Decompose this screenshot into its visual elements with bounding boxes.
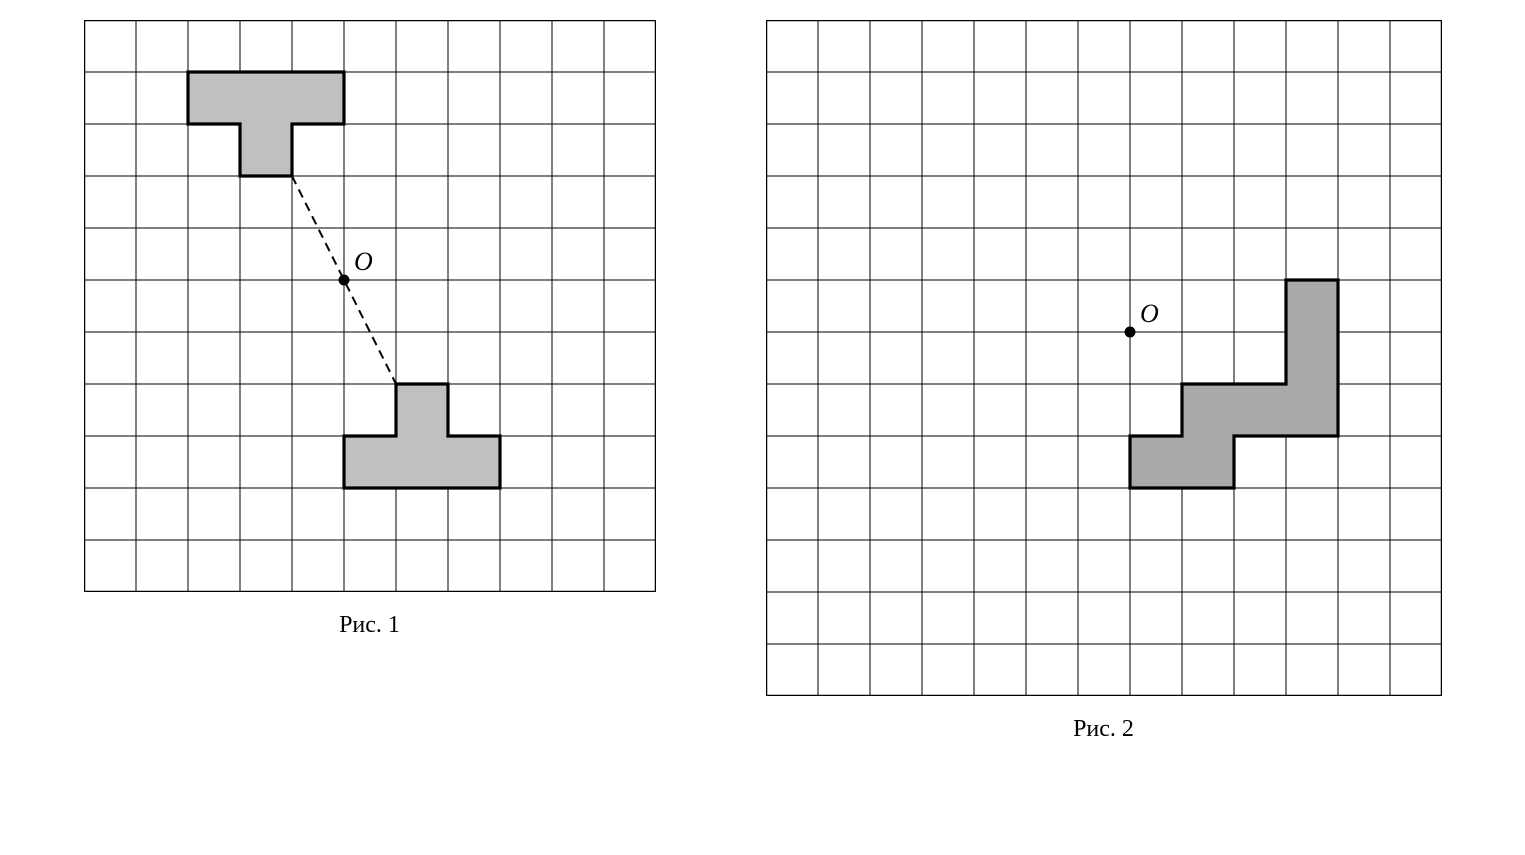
grid-diagram-1: O [84, 20, 656, 592]
grid-diagram-2: O [766, 20, 1442, 696]
point-o [1124, 327, 1135, 338]
point-o-label: O [354, 247, 373, 276]
figure-2: O Рис. 2 [766, 20, 1442, 743]
point-o [338, 275, 349, 286]
caption-2: Рис. 2 [1073, 716, 1134, 743]
caption-1: Рис. 1 [339, 612, 400, 639]
shape-tetromino-bottom [344, 384, 500, 488]
shape-tetromino-top [188, 72, 344, 176]
point-o-label: O [1140, 299, 1159, 328]
figure-1: O Рис. 1 [84, 20, 656, 639]
